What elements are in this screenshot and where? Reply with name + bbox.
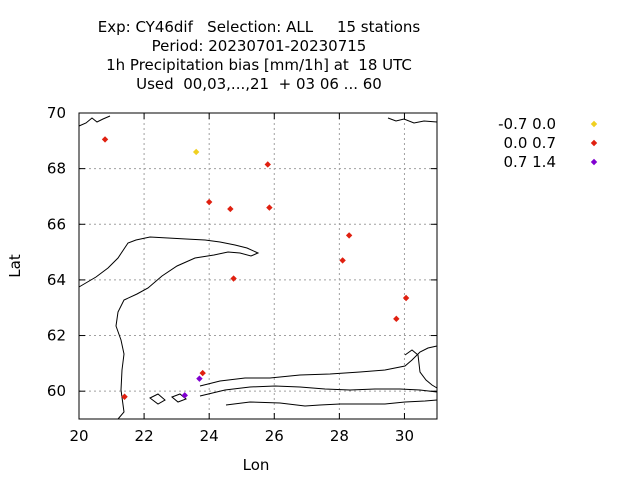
x-tick-label: 24	[200, 427, 219, 445]
x-tick-labels: 20 22 24 26 28 30	[69, 427, 414, 445]
y-tick-labels: 60 62 64 66 68 70	[47, 104, 66, 400]
data-point-series-1	[264, 161, 271, 168]
data-points	[101, 136, 410, 400]
x-tick-label: 22	[135, 427, 154, 445]
legend-marker	[590, 139, 598, 147]
data-point-series-1	[227, 205, 234, 213]
data-point-series-1	[339, 257, 346, 264]
data-point-series-2	[181, 392, 188, 399]
title-period: Period: 20230701-20230715	[151, 37, 367, 55]
y-tick-label: 66	[47, 215, 66, 233]
x-tick-label: 28	[330, 427, 349, 445]
y-tick-label: 70	[47, 104, 66, 122]
legend-label: 0.7 1.4	[504, 153, 556, 171]
legend-marker	[590, 158, 598, 166]
coastline-map	[78, 115, 438, 420]
data-point-series-1	[345, 232, 353, 239]
plot-frame	[78, 112, 438, 420]
title-experiment: Exp: CY46dif Selection: ALL 15 stations	[97, 18, 421, 36]
y-tick-label: 60	[47, 382, 66, 400]
data-point-series-1	[402, 294, 410, 302]
y-tick-label: 62	[47, 327, 66, 345]
data-point-series-1	[393, 315, 400, 323]
y-axis-label: Lat	[6, 254, 24, 278]
tick-marks	[78, 112, 437, 419]
legend-marker	[590, 120, 598, 128]
grid	[79, 113, 437, 419]
data-point-series-1	[205, 198, 213, 206]
x-tick-label: 30	[395, 427, 414, 445]
data-point-series-1	[230, 275, 237, 282]
legend: -0.7 0.00.0 0.70.7 1.4	[498, 115, 598, 171]
y-tick-label: 64	[47, 271, 66, 289]
title-used: Used 00,03,...,21 + 03 06 ... 60	[136, 75, 382, 93]
data-point-series-1	[101, 136, 109, 143]
title-variable: 1h Precipitation bias [mm/1h] at 18 UTC	[106, 56, 412, 74]
data-point-series-0	[192, 148, 200, 156]
data-point-series-2	[196, 375, 203, 382]
legend-label: -0.7 0.0	[498, 115, 556, 133]
legend-label: 0.0 0.7	[504, 134, 556, 152]
data-point-series-1	[199, 369, 206, 377]
data-point-series-1	[266, 204, 273, 211]
y-tick-label: 68	[47, 160, 66, 178]
data-point-series-1	[121, 393, 128, 400]
x-tick-label: 26	[265, 427, 284, 445]
x-tick-label: 20	[69, 427, 88, 445]
x-axis-label: Lon	[243, 456, 270, 474]
